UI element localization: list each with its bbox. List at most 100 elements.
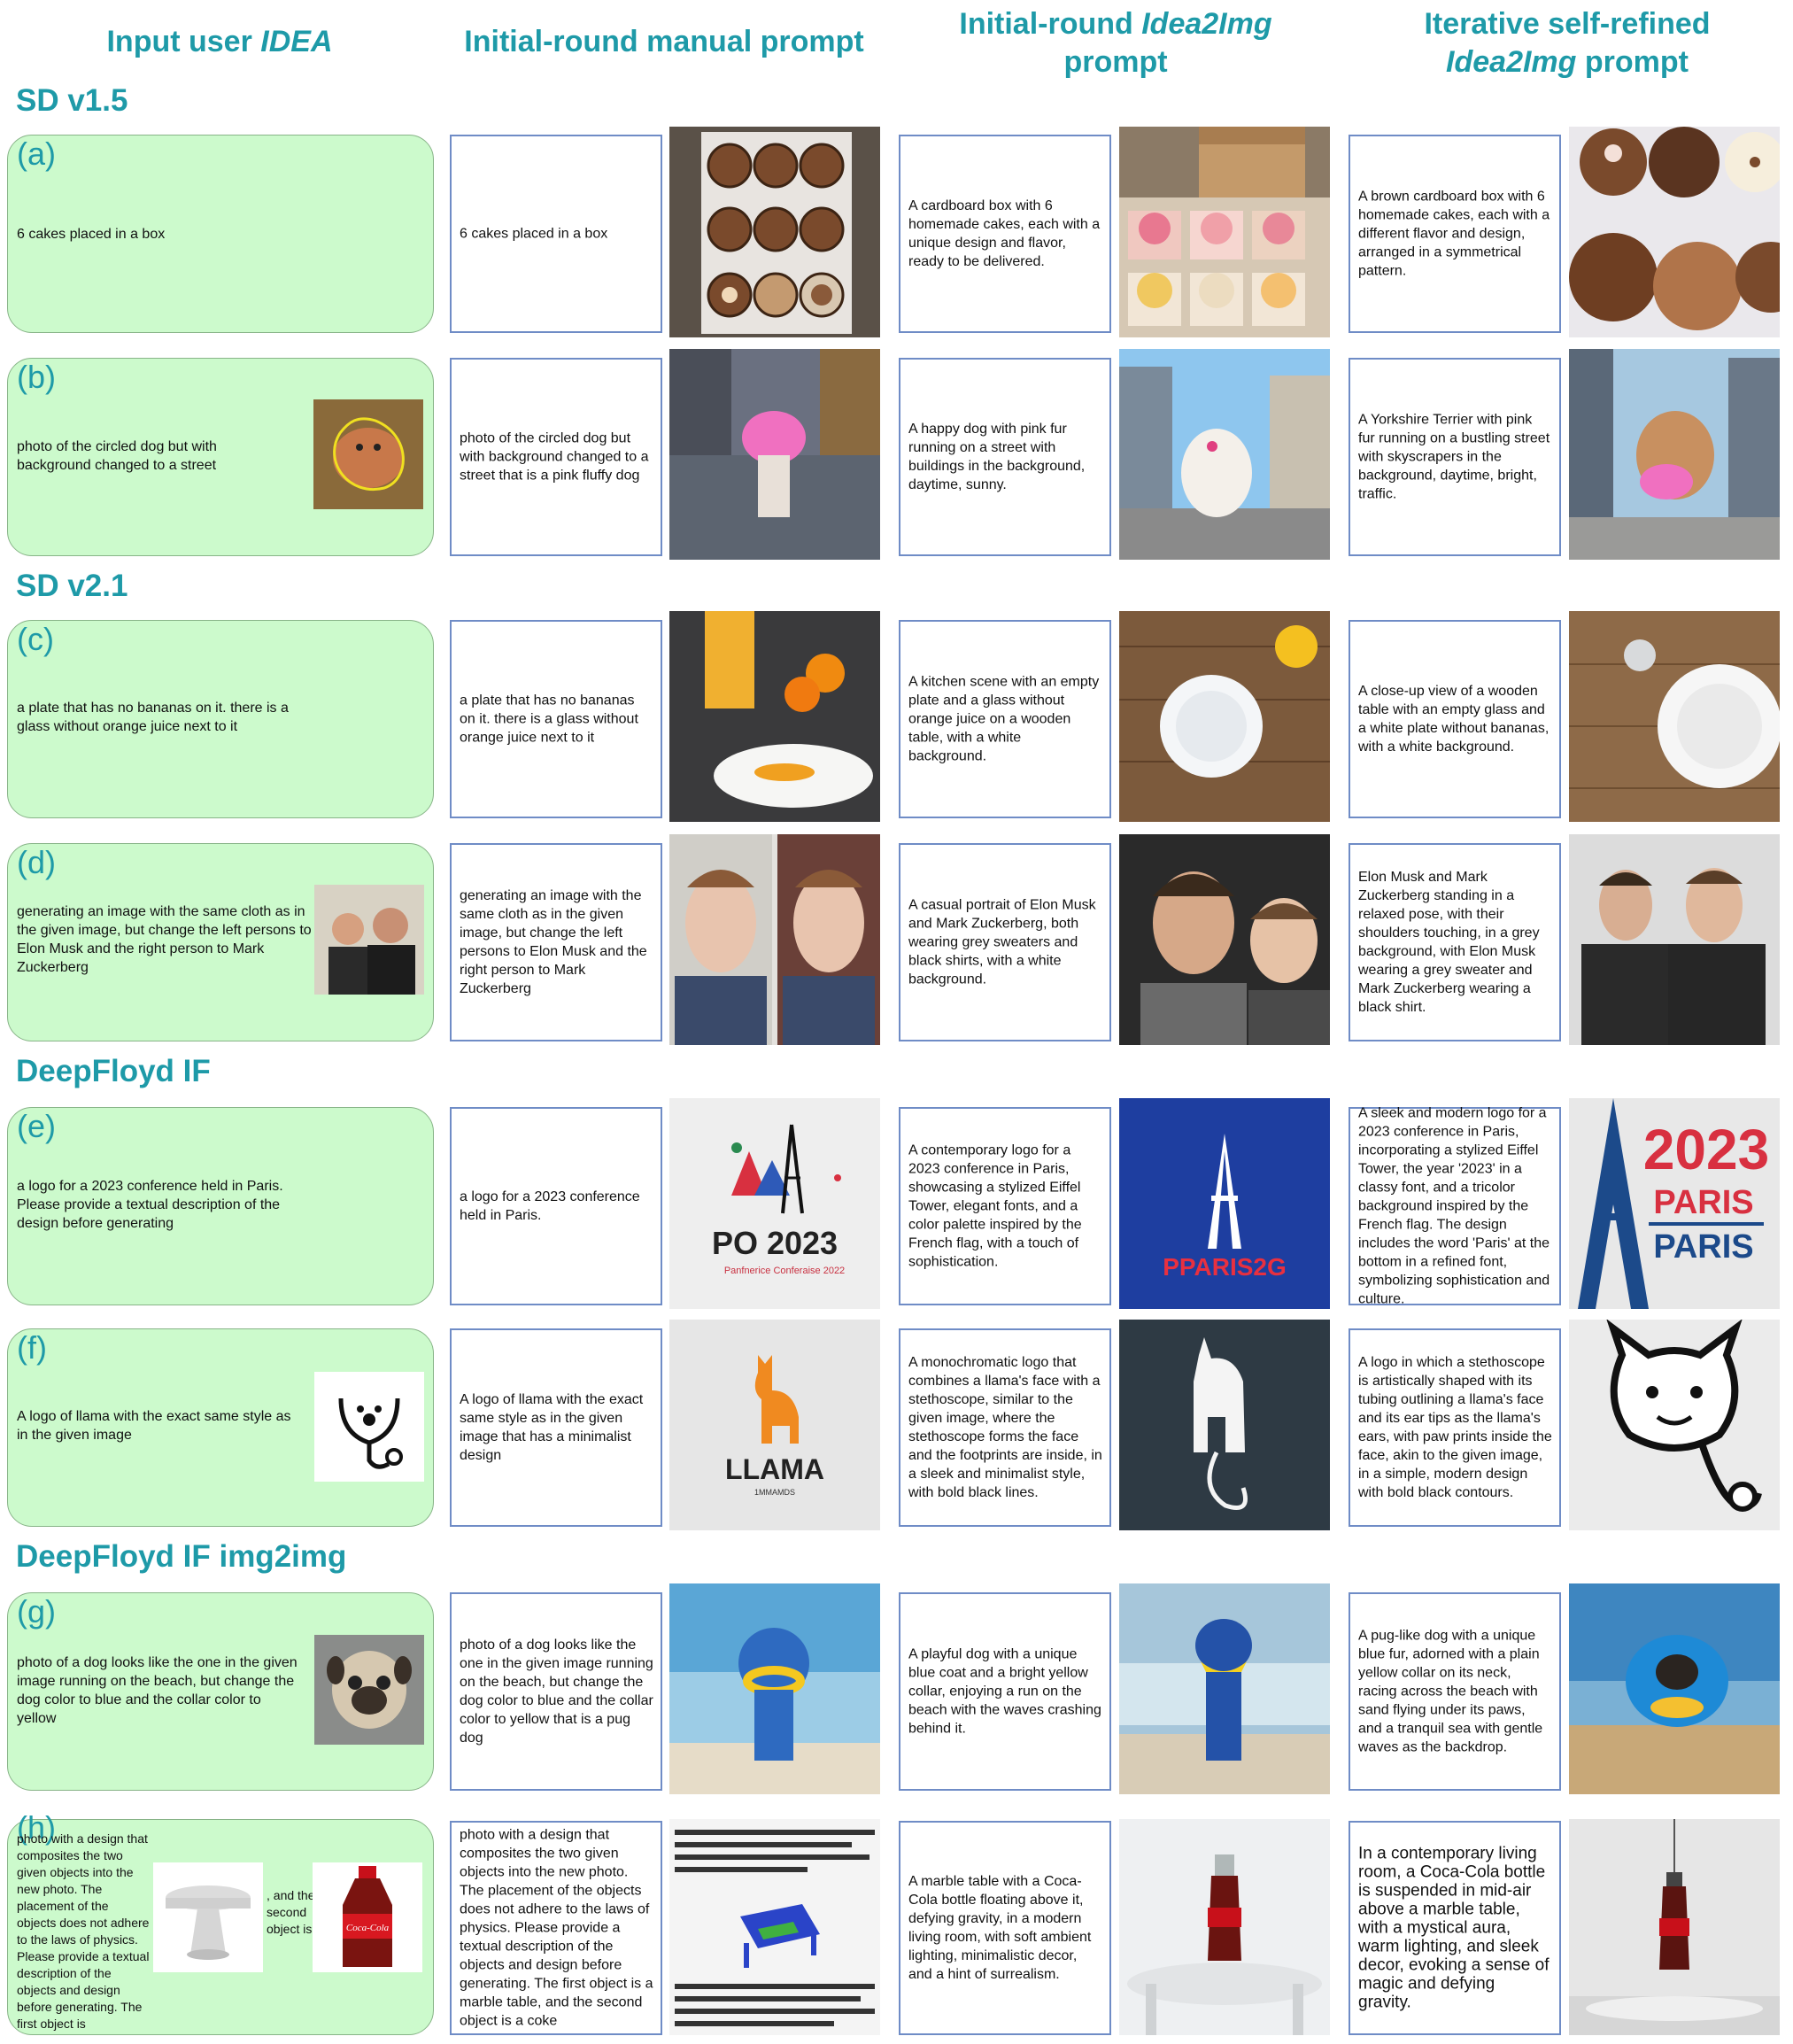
refined-prompt-box: A sleek and modern logo for a 2023 confe… xyxy=(1349,1106,1561,1307)
prompt-text: A marble table with a Coca-Cola bottle f… xyxy=(908,1874,1092,1982)
section-label: SD v2.1 xyxy=(16,569,128,603)
generated-image-llama-logo: LLAMA 1MMAMDS xyxy=(669,1320,880,1530)
generated-image-pparis-logo: PPARIS2G xyxy=(1119,1098,1330,1309)
prompt-text: A close-up view of a wooden table with a… xyxy=(1358,684,1550,755)
section-label: SD v1.5 xyxy=(16,83,128,118)
manual-prompt-box: a logo for a 2023 conference held in Par… xyxy=(450,1107,662,1305)
refined-prompt-box: A Yorkshire Terrier with pink fur runnin… xyxy=(1349,358,1561,556)
input-image-circled-dog xyxy=(313,399,423,509)
initial-prompt-box: A contemporary logo for a 2023 conferenc… xyxy=(899,1107,1111,1305)
header-text: Input user xyxy=(106,25,261,58)
idea-box: (h) photo with a design that composites … xyxy=(7,1809,434,2035)
section-label: DeepFloyd IF img2img xyxy=(16,1539,347,1574)
generated-image-cakes-grid xyxy=(669,127,880,337)
prompt-text: A pug-like dog with a unique blue fur, a… xyxy=(1358,1628,1543,1755)
initial-prompt-box: A cardboard box with 6 homemade cakes, e… xyxy=(899,135,1111,333)
row-label: (e) xyxy=(17,1108,56,1144)
generated-image-blue-pug-beach xyxy=(1569,1583,1780,1794)
input-image-coke-bottle: Coca-Cola xyxy=(313,1862,422,1972)
idea-box: (f) A logo of llama with the exact same … xyxy=(7,1328,434,1527)
header-text: Initial-round xyxy=(959,7,1142,41)
header-emphasis: Idea2Img xyxy=(1446,45,1577,79)
generated-image-elon-mark-grey xyxy=(1569,834,1780,1045)
refined-prompt-box: A close-up view of a wooden table with a… xyxy=(1349,620,1561,818)
image-text-year: 2023 xyxy=(1643,1118,1769,1181)
idea-text-mid: , and the second object is xyxy=(267,1888,315,1936)
prompt-text: A monochromatic logo that combines a lla… xyxy=(908,1355,1102,1500)
generated-image-suspended-coke xyxy=(1569,1819,1780,2035)
idea-text: generating an image with the same cloth … xyxy=(17,904,312,975)
column-header-refined-idea2img: Iterative self-refined Idea2Img prompt xyxy=(1337,5,1793,81)
generated-image-elon-mark-casual xyxy=(1119,834,1330,1045)
idea-box: (c) a plate that has no bananas on it. t… xyxy=(7,620,434,818)
generated-image-two-portraits xyxy=(669,834,880,1045)
idea-box: (a) 6 cakes placed in a box xyxy=(7,135,434,333)
image-text-pparis: PPARIS2G xyxy=(1163,1253,1287,1281)
image-text-llama-sub: 1MMAMDS xyxy=(754,1488,795,1497)
idea-text: photo of a dog looks like the one in the… xyxy=(17,1655,298,1726)
prompt-text: A kitchen scene with an empty plate and … xyxy=(908,674,1100,764)
header-text: prompt xyxy=(1576,45,1689,79)
initial-prompt-box: A kitchen scene with an empty plate and … xyxy=(899,620,1111,818)
input-image-marble-table xyxy=(153,1862,263,1972)
manual-prompt-box: photo of a dog looks like the one in the… xyxy=(450,1592,662,1791)
column-header-initial-idea2img: Initial-round Idea2Img prompt xyxy=(885,5,1346,81)
prompt-text: A casual portrait of Elon Musk and Mark … xyxy=(908,897,1096,987)
idea-box: (g) photo of a dog looks like the one in… xyxy=(7,1592,434,1791)
prompt-text: a plate that has no bananas on it. there… xyxy=(460,693,638,746)
generated-image-chocolate-cakes xyxy=(1569,127,1780,337)
generated-image-dog-buildings xyxy=(1119,349,1330,560)
header-text: prompt xyxy=(1063,45,1168,79)
image-text-paris-1: PARIS xyxy=(1653,1184,1753,1221)
image-text-cocacola: Coca-Cola xyxy=(346,1923,390,1933)
manual-prompt-box: generating an image with the same cloth … xyxy=(450,843,662,1041)
image-text-po2023: PO 2023 xyxy=(712,1225,838,1261)
prompt-text: Elon Musk and Mark Zuckerberg standing i… xyxy=(1358,870,1540,1015)
image-text-paris-2: PARIS xyxy=(1653,1228,1753,1266)
row-label: (h) xyxy=(17,1809,56,1846)
prompt-text: A Yorkshire Terrier with pink fur runnin… xyxy=(1358,412,1550,502)
generated-image-yorkshire-terrier xyxy=(1569,349,1780,560)
column-header-input-idea: Input user IDEA xyxy=(60,23,379,61)
idea-box: (e) a logo for a 2023 conference held in… xyxy=(7,1107,434,1305)
prompt-text: A brown cardboard box with 6 homemade ca… xyxy=(1358,189,1550,279)
generated-image-llama-stethoscope-outline xyxy=(1569,1320,1780,1530)
prompt-text: photo with a design that composites the … xyxy=(460,1827,653,2029)
column-header-manual-prompt: Initial-round manual prompt xyxy=(434,23,894,61)
generated-image-wooden-table-plate xyxy=(1569,611,1780,822)
header-emphasis: Idea2Img xyxy=(1141,7,1272,41)
generated-image-coke-on-marble-table xyxy=(1119,1819,1330,2035)
input-image-two-men xyxy=(314,885,424,995)
idea-text: A logo of llama with the exact same styl… xyxy=(17,1409,291,1443)
refined-prompt-box: A logo in which a stethoscope is artisti… xyxy=(1349,1328,1561,1527)
manual-prompt-box: 6 cakes placed in a box xyxy=(450,135,662,333)
input-image-stethoscope-logo xyxy=(314,1372,424,1482)
generated-image-empty-plate-wood xyxy=(1119,611,1330,822)
generated-image-llama-stethoscope-dark xyxy=(1119,1320,1330,1530)
prompt-text: A logo in which a stethoscope is artisti… xyxy=(1358,1355,1552,1500)
prompt-text: photo of a dog looks like the one in the… xyxy=(460,1638,653,1746)
prompt-text: In a contemporary living room, a Coca-Co… xyxy=(1358,1844,1550,2012)
row-label: (c) xyxy=(17,621,54,657)
prompt-text: A contemporary logo for a 2023 conferenc… xyxy=(908,1142,1082,1270)
initial-prompt-box: A playful dog with a unique blue coat an… xyxy=(899,1592,1111,1791)
row-label: (b) xyxy=(17,359,56,395)
idea-box: (b) photo of the circled dog but with ba… xyxy=(7,358,434,556)
header-text: Iterative self-refined xyxy=(1424,7,1711,41)
row-label: (a) xyxy=(17,135,56,172)
prompt-text: A happy dog with pink fur running on a s… xyxy=(908,422,1086,492)
initial-prompt-box: A marble table with a Coca-Cola bottle f… xyxy=(899,1821,1111,2035)
prompt-text: 6 cakes placed in a box xyxy=(460,226,608,242)
generated-image-orange-juice-plate xyxy=(669,611,880,822)
idea-text: photo with a design that composites the … xyxy=(17,1831,150,2031)
prompt-text: A logo of llama with the exact same styl… xyxy=(460,1392,644,1463)
prompt-text: a logo for a 2023 conference held in Par… xyxy=(460,1189,640,1223)
refined-prompt-box: A brown cardboard box with 6 homemade ca… xyxy=(1349,135,1561,333)
prompt-text: generating an image with the same cloth … xyxy=(460,888,647,996)
prompt-text: photo of the circled dog but with backgr… xyxy=(460,430,649,484)
refined-prompt-box: A pug-like dog with a unique blue fur, a… xyxy=(1349,1592,1561,1791)
idea-text: photo of the circled dog but with backgr… xyxy=(17,439,217,473)
prompt-text: A cardboard box with 6 homemade cakes, e… xyxy=(908,198,1101,269)
manual-prompt-box: photo of the circled dog but with backgr… xyxy=(450,358,662,556)
header-text: Initial-round manual prompt xyxy=(464,25,864,58)
